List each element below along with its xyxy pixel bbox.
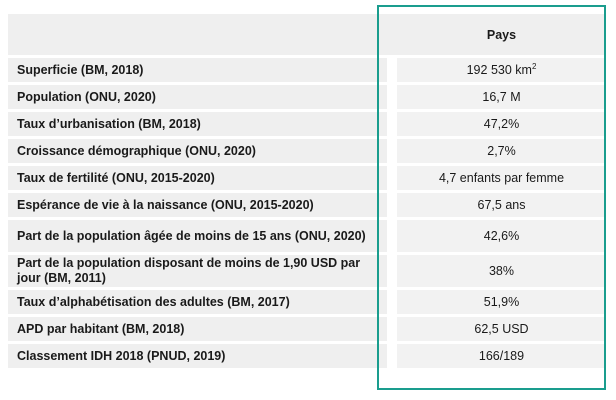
row-value: 166/189 xyxy=(397,344,606,368)
area-unit-superscript: 2 xyxy=(531,62,537,72)
area-value: 192 530 km xyxy=(466,63,532,78)
row-value: 47,2% xyxy=(397,112,606,136)
table-row: Croissance démographique (ONU, 2020) 2,7… xyxy=(8,139,606,163)
row-value: 67,5 ans xyxy=(397,193,606,217)
table-row: Taux d’alphabétisation des adultes (BM, … xyxy=(8,290,606,314)
row-label: Croissance démographique (ONU, 2020) xyxy=(8,139,387,163)
row-value: 192 530 km2 xyxy=(397,58,606,82)
row-value: 62,5 USD xyxy=(397,317,606,341)
table-row: APD par habitant (BM, 2018) 62,5 USD xyxy=(8,317,606,341)
row-value: 38% xyxy=(397,255,606,287)
header-row: Pays xyxy=(8,14,606,55)
table-row: Espérance de vie à la naissance (ONU, 20… xyxy=(8,193,606,217)
row-label: Superficie (BM, 2018) xyxy=(8,58,387,82)
table-row: Population (ONU, 2020) 16,7 M xyxy=(8,85,606,109)
row-value: 2,7% xyxy=(397,139,606,163)
row-label: Part de la population âgée de moins de 1… xyxy=(8,220,387,252)
row-label: Taux de fertilité (ONU, 2015-2020) xyxy=(8,166,387,190)
row-label: Classement IDH 2018 (PNUD, 2019) xyxy=(8,344,387,368)
row-value: 4,7 enfants par femme xyxy=(397,166,606,190)
row-label: Population (ONU, 2020) xyxy=(8,85,387,109)
table-row: Taux de fertilité (ONU, 2015-2020) 4,7 e… xyxy=(8,166,606,190)
header-label-cell xyxy=(8,14,387,55)
column-header-pays: Pays xyxy=(397,14,606,55)
row-value: 51,9% xyxy=(397,290,606,314)
table-row: Part de la population âgée de moins de 1… xyxy=(8,220,606,252)
row-label: Espérance de vie à la naissance (ONU, 20… xyxy=(8,193,387,217)
row-value: 42,6% xyxy=(397,220,606,252)
row-value: 16,7 M xyxy=(397,85,606,109)
row-label: Taux d’urbanisation (BM, 2018) xyxy=(8,112,387,136)
row-label: Part de la population disposant de moins… xyxy=(8,255,387,287)
country-stats-table: Pays Superficie (BM, 2018) 192 530 km2 P… xyxy=(8,11,606,371)
table-row: Taux d’urbanisation (BM, 2018) 47,2% xyxy=(8,112,606,136)
table-row: Superficie (BM, 2018) 192 530 km2 xyxy=(8,58,606,82)
table-row: Part de la population disposant de moins… xyxy=(8,255,606,287)
row-label: APD par habitant (BM, 2018) xyxy=(8,317,387,341)
row-label: Taux d’alphabétisation des adultes (BM, … xyxy=(8,290,387,314)
table-row: Classement IDH 2018 (PNUD, 2019) 166/189 xyxy=(8,344,606,368)
